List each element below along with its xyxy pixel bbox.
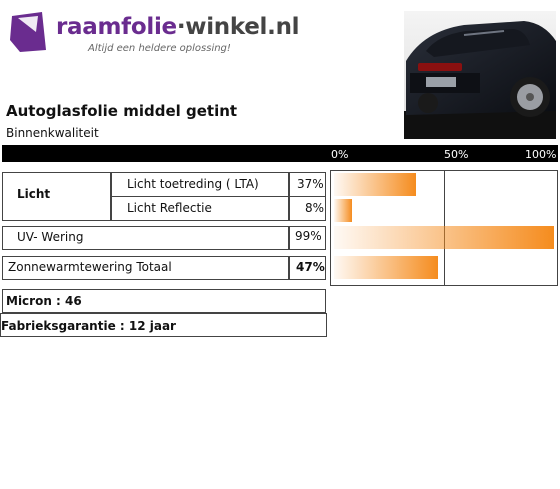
row-uv-label: UV- Wering [17, 230, 84, 244]
garantie-label: Fabrieksgarantie : 12 jaar [1, 319, 176, 333]
brand-tagline: Altijd een heldere oplossing! [88, 43, 231, 54]
product-title: Autoglasfolie middel getint [6, 102, 238, 120]
row-uv-value: 99% [295, 229, 322, 243]
row-zonnewarmte-label: Zonnewarmtewering Totaal [8, 260, 172, 274]
garantie-row [0, 313, 327, 337]
bar-zonnewarmte [334, 256, 438, 279]
row-lta-value-cell [289, 172, 326, 197]
row-reflectie-label: Licht Reflectie [127, 201, 212, 215]
row-reflectie-label-cell [111, 196, 289, 221]
row-reflectie-value-cell [289, 196, 326, 221]
micron-label: Micron : 46 [6, 294, 82, 308]
scale-tick-0: 0% [331, 148, 349, 161]
row-lta-label-cell [111, 172, 289, 197]
brand-part2: winkel.nl [185, 14, 300, 40]
micron-row [2, 289, 326, 313]
row-zonnewarmte-value: 47% [296, 260, 325, 274]
row-uv-value-cell [289, 226, 326, 250]
licht-group-label: Licht [17, 187, 51, 201]
row-lta-value: 37% [297, 177, 324, 191]
row-lta-label: Licht toetreding ( LTA) [127, 177, 259, 191]
bar-reflectie [334, 199, 352, 222]
bar-lta [334, 173, 416, 196]
row-zonnewarmte-value-cell [289, 256, 326, 280]
brand-name: raamfolie·winkel.nl [56, 14, 300, 40]
scale-tick-100: 100% [525, 148, 557, 161]
brand-part1: raamfolie [56, 14, 177, 40]
licht-group-cell [2, 172, 111, 221]
row-reflectie-value: 8% [305, 201, 325, 215]
car-photo [404, 11, 556, 139]
logo-icon [8, 10, 48, 54]
bar-uv [334, 226, 554, 249]
bar-chart-frame [330, 170, 558, 286]
row-zonnewarmte-label-cell [2, 256, 289, 280]
scale-tick-50: 50% [444, 148, 469, 161]
scale-bar [2, 145, 558, 162]
row-uv-label-cell [2, 226, 289, 250]
brand-dot: · [176, 14, 186, 40]
product-subtitle: Binnenkwaliteit [6, 126, 99, 140]
